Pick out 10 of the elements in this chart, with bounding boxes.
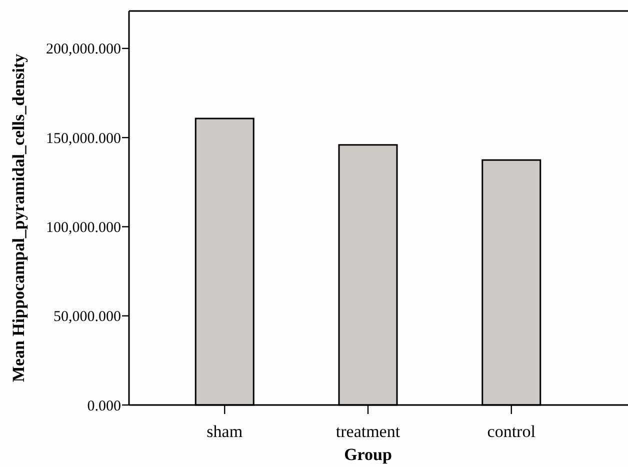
y-tick-label: 50,000.000 xyxy=(54,309,121,326)
x-tick-label: control xyxy=(487,422,536,441)
y-tick-label: 0.000 xyxy=(87,398,121,414)
y-tick-label: 100,000.000 xyxy=(46,220,121,236)
y-tick-label: 200,000.000 xyxy=(46,42,121,58)
y-axis-title: Mean Hippocampal_pyramidal_cells_density xyxy=(9,53,28,382)
x-tick-label: sham xyxy=(206,422,243,441)
y-tick-label: 150,000.000 xyxy=(46,130,121,147)
x-tick-label: treatment xyxy=(336,422,400,441)
x-axis-title: Group xyxy=(344,445,392,464)
